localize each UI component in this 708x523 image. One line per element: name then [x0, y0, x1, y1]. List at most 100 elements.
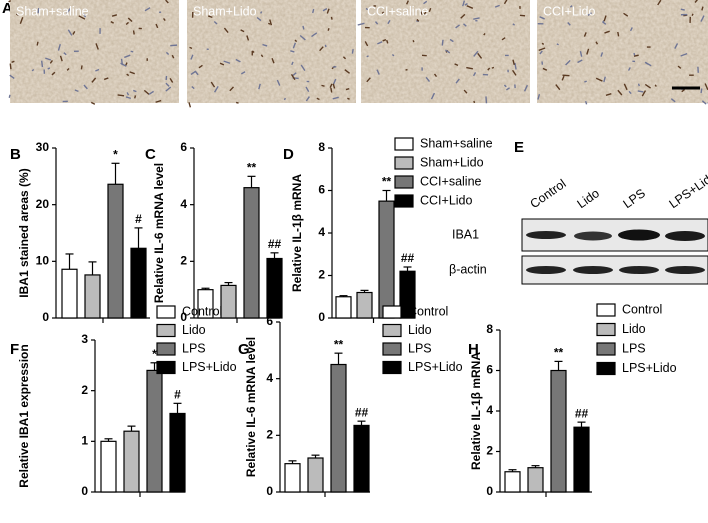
cell — [351, 48, 354, 54]
legend-swatch — [156, 342, 176, 356]
cell — [584, 80, 587, 83]
panel-letter: F — [10, 341, 19, 358]
cell — [701, 6, 704, 11]
cell — [191, 86, 195, 90]
bar — [61, 268, 78, 319]
cell — [210, 81, 216, 88]
cell — [188, 102, 192, 108]
y-tick-label: 2 — [266, 428, 273, 442]
cell — [291, 61, 294, 66]
y-tick-label: 6 — [486, 363, 493, 377]
cell — [213, 85, 219, 93]
cell — [603, 15, 607, 22]
cell — [332, 78, 337, 85]
cell — [455, 24, 461, 29]
y-tick-label: 8 — [486, 322, 493, 336]
cell — [366, 55, 369, 58]
legend-label: Control — [622, 302, 662, 316]
cell — [260, 54, 264, 58]
micrograph-texture — [361, 0, 530, 103]
cell — [627, 67, 631, 71]
cell — [143, 89, 150, 95]
cell — [561, 75, 565, 81]
cell — [420, 11, 423, 15]
y-tick-label: 2 — [81, 383, 88, 397]
cell — [542, 67, 548, 71]
y-tick-label: 8 — [318, 140, 325, 154]
cell — [57, 43, 61, 51]
cell — [207, 15, 213, 19]
cell — [127, 17, 133, 22]
cell — [523, 84, 529, 92]
cell — [701, 100, 707, 105]
cell — [629, 27, 633, 32]
cell — [342, 56, 347, 60]
legend-swatch — [596, 361, 616, 376]
legend-label: LPS+Lido — [408, 360, 463, 374]
micrograph-texture — [10, 0, 179, 103]
cell — [258, 83, 261, 90]
micrograph-texture — [187, 0, 356, 103]
cell — [423, 0, 428, 5]
legend-swatch — [596, 322, 616, 337]
cell — [189, 46, 193, 50]
cell — [330, 87, 333, 93]
y-tick-label: 6 — [266, 314, 273, 328]
cell — [117, 94, 125, 97]
y-axis-title: Relative IL-1β mRNA — [290, 174, 304, 292]
micrograph-label: Sham+Lido — [193, 4, 257, 18]
legend-label: LPS+Lido — [182, 360, 237, 374]
cell — [416, 18, 420, 22]
cell — [464, 2, 468, 6]
y-tick-label: 0 — [486, 484, 493, 498]
legend-label: Control — [408, 304, 448, 318]
bar — [399, 270, 416, 319]
legend-label: LPS — [622, 341, 646, 355]
legend-swatch — [394, 156, 414, 170]
y-tick-label: 10 — [36, 254, 50, 268]
bar — [573, 426, 590, 493]
cell — [357, 22, 365, 26]
cell — [595, 77, 603, 82]
cell — [483, 32, 486, 36]
cell — [539, 50, 543, 55]
bar — [197, 289, 214, 319]
cell — [637, 90, 644, 93]
cell — [487, 67, 491, 71]
cell — [595, 41, 599, 45]
cell — [126, 92, 130, 96]
cell — [347, 97, 350, 100]
cell — [445, 49, 451, 54]
cell — [674, 43, 679, 49]
micrograph-label: Sham+saline — [16, 4, 89, 18]
cell — [441, 39, 444, 46]
cell — [455, 78, 460, 84]
bar — [123, 430, 140, 493]
bar — [84, 274, 101, 319]
cell — [144, 7, 151, 12]
cell — [11, 60, 15, 63]
cell — [512, 23, 516, 26]
cell — [680, 52, 688, 57]
cell — [155, 99, 162, 103]
y-tick-label: 2 — [180, 254, 187, 268]
legend-label: CCI+saline — [420, 174, 482, 188]
legend-swatch — [156, 323, 176, 338]
micrograph-label: CCI+saline — [367, 4, 429, 18]
cell — [276, 79, 281, 86]
y-tick-label: 0 — [81, 484, 88, 498]
bar — [284, 463, 301, 493]
bar — [353, 424, 370, 493]
cell — [677, 65, 682, 69]
cell — [198, 64, 203, 69]
legend-swatch — [394, 175, 414, 189]
cell — [91, 77, 97, 83]
significance: ## — [355, 405, 369, 419]
cell — [110, 20, 114, 24]
western-blot: E IBA1 β-actin Control Lido LPS LPS+Lido — [449, 139, 708, 285]
cell — [644, 83, 652, 89]
y-tick-label: 2 — [318, 268, 325, 282]
cell — [124, 54, 131, 59]
